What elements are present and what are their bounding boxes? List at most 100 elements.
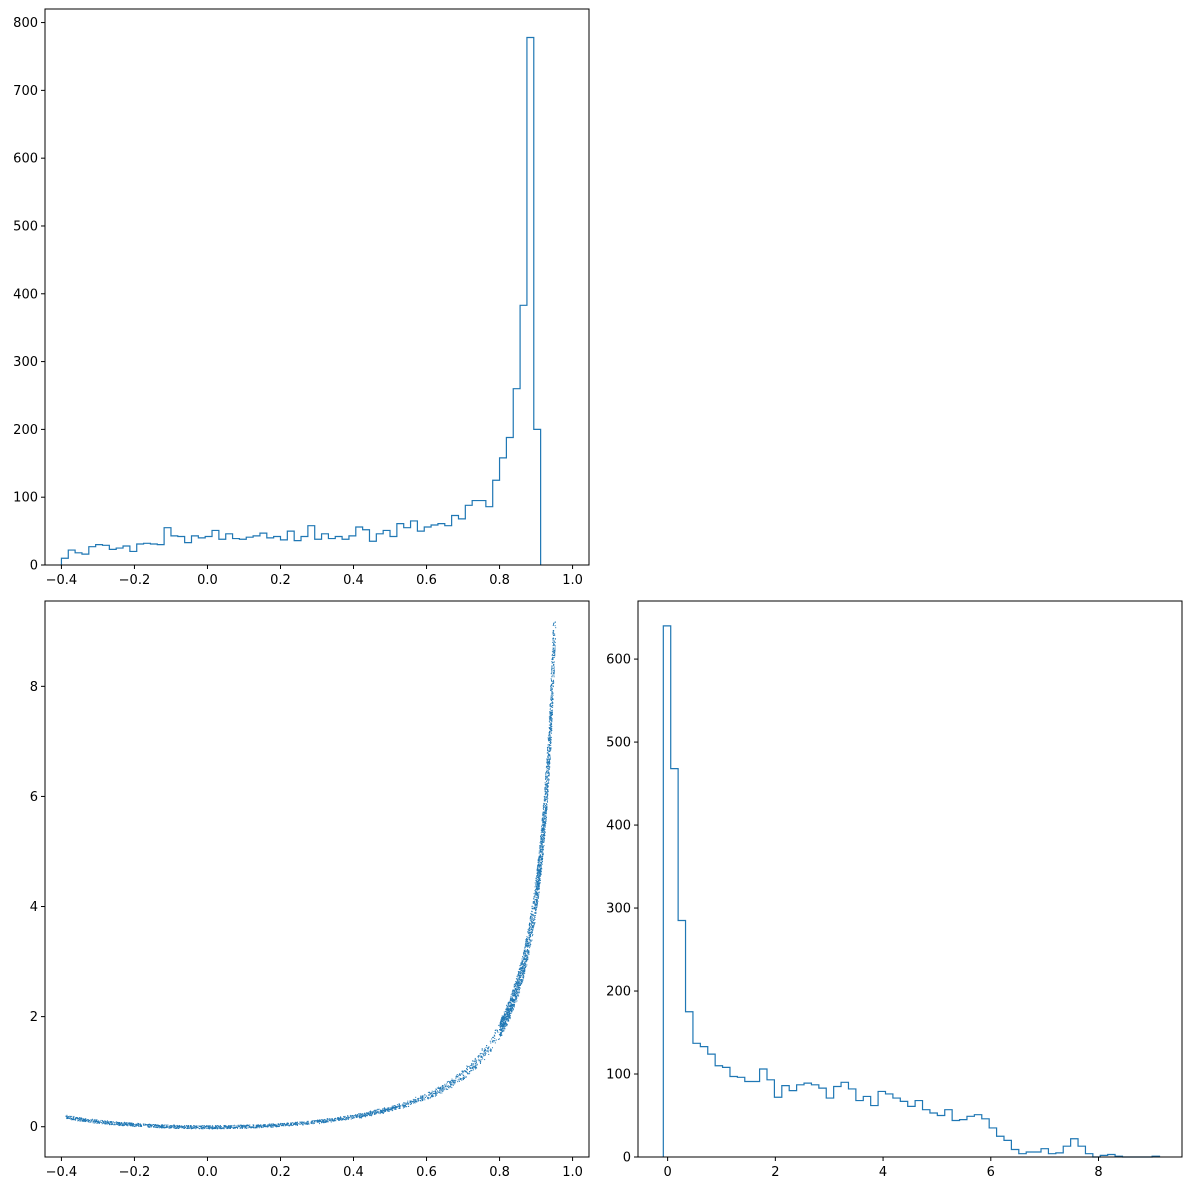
scatter-point xyxy=(241,1127,243,1129)
x-tick-label: 0.4 xyxy=(343,1165,364,1180)
scatter-point xyxy=(183,1126,185,1128)
scatter-point xyxy=(462,1073,464,1075)
histogram-bin xyxy=(915,1101,922,1157)
scatter-point xyxy=(262,1124,264,1126)
histogram-bin xyxy=(700,1047,707,1157)
scatter-point xyxy=(475,1066,477,1068)
scatter-point xyxy=(294,1122,296,1124)
scatter-point xyxy=(440,1086,442,1088)
scatter-point xyxy=(551,696,553,698)
scatter-point xyxy=(353,1115,355,1117)
scatter-point xyxy=(187,1125,189,1127)
x-tick-label: 0.6 xyxy=(416,573,437,588)
scatter-point xyxy=(511,999,513,1001)
scatter-point xyxy=(530,916,532,918)
scatter-point xyxy=(542,836,544,838)
scatter-point xyxy=(509,998,511,1000)
scatter-point xyxy=(506,1015,508,1017)
scatter-point xyxy=(133,1123,135,1125)
scatter-point xyxy=(201,1128,203,1130)
scatter-point xyxy=(535,909,537,911)
scatter-point xyxy=(551,697,553,699)
scatter-point xyxy=(529,943,531,945)
scatter-point xyxy=(156,1124,158,1126)
scatter-point xyxy=(96,1122,98,1124)
scatter-point xyxy=(542,849,544,851)
histogram-bin xyxy=(982,1119,989,1157)
histogram-bin xyxy=(693,1043,700,1157)
scatter-point xyxy=(215,1126,217,1128)
scatter-point xyxy=(516,992,518,994)
scatter-point xyxy=(246,1125,248,1127)
scatter-point xyxy=(353,1117,355,1119)
scatter-point xyxy=(443,1089,445,1091)
scatter-point xyxy=(503,1023,505,1025)
histogram-step-line xyxy=(60,36,542,565)
scatter-point xyxy=(218,1127,220,1129)
scatter-point xyxy=(537,896,539,898)
scatter-point xyxy=(548,746,550,748)
scatter-point xyxy=(537,858,539,860)
scatter-point xyxy=(362,1115,364,1117)
scatter-point xyxy=(547,737,549,739)
scatter-point xyxy=(502,1024,504,1026)
scatter-point xyxy=(173,1126,175,1128)
scatter-point xyxy=(360,1114,362,1116)
scatter-point xyxy=(342,1118,344,1120)
scatter-point xyxy=(543,809,545,811)
scatter-point xyxy=(512,990,514,992)
scatter-point xyxy=(500,1033,502,1035)
scatter-point xyxy=(553,631,555,633)
scatter-point xyxy=(520,982,522,984)
x-tick-label: 0.2 xyxy=(270,1165,291,1180)
scatter-point xyxy=(536,872,538,874)
scatter-point xyxy=(489,1049,491,1051)
scatter-point xyxy=(517,984,519,986)
scatter-point xyxy=(543,819,545,821)
scatter-point xyxy=(330,1121,332,1123)
scatter-point xyxy=(455,1077,457,1079)
scatter-point xyxy=(399,1105,401,1107)
scatter-point xyxy=(282,1124,284,1126)
scatter-point xyxy=(547,785,549,787)
scatter-point xyxy=(523,957,525,959)
scatter-point xyxy=(553,652,555,654)
scatter-point xyxy=(383,1111,385,1113)
scatter-point xyxy=(341,1118,343,1120)
scatter-point xyxy=(376,1111,378,1113)
scatter-point xyxy=(547,785,549,787)
scatter-point xyxy=(523,971,525,973)
scatter-point xyxy=(370,1114,372,1116)
scatter-point xyxy=(504,1014,506,1016)
scatter-point xyxy=(540,835,542,837)
scatter-point xyxy=(461,1070,463,1072)
scatter-point xyxy=(545,793,547,795)
scatter-point xyxy=(521,973,523,975)
scatter-point xyxy=(182,1126,184,1128)
scatter-point xyxy=(441,1086,443,1088)
scatter-point xyxy=(544,822,546,824)
scatter-point xyxy=(537,859,539,861)
histogram-bin xyxy=(937,1116,944,1157)
scatter-point xyxy=(536,875,538,877)
scatter-point xyxy=(542,828,544,830)
scatter-point xyxy=(439,1088,441,1090)
scatter-point xyxy=(515,995,517,997)
scatter-point xyxy=(241,1126,243,1128)
scatter-point xyxy=(540,870,542,872)
scatter-point xyxy=(372,1112,374,1114)
scatter-point xyxy=(522,972,524,974)
scatter-point xyxy=(540,837,542,839)
scatter-point xyxy=(90,1119,92,1121)
scatter-point xyxy=(540,873,542,875)
histogram-bin xyxy=(157,545,164,565)
scatter-point xyxy=(306,1122,308,1124)
scatter-point xyxy=(334,1118,336,1120)
scatter-point xyxy=(549,738,551,740)
scatter-point xyxy=(529,945,531,947)
scatter-point xyxy=(505,1023,507,1025)
scatter-point xyxy=(431,1095,433,1097)
scatter-point xyxy=(374,1109,376,1111)
histogram-bin xyxy=(885,1094,892,1157)
scatter-point xyxy=(538,887,540,889)
